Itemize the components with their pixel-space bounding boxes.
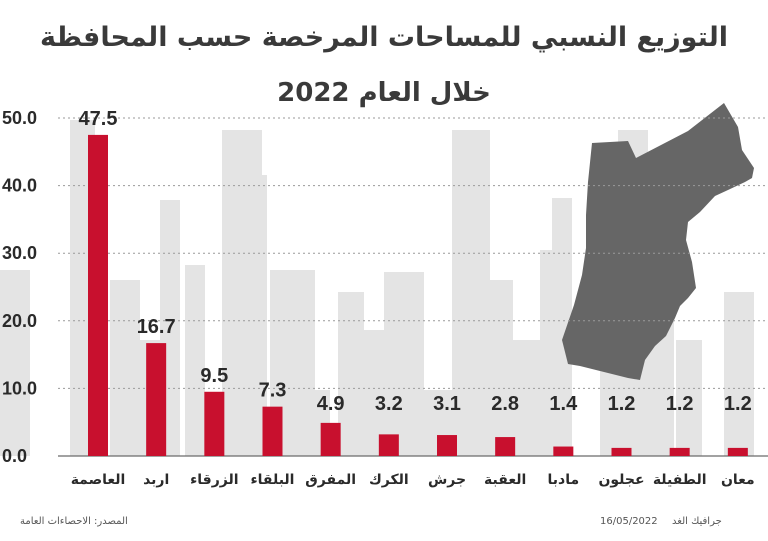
bars [88, 134, 748, 456]
value-label: 2.8 [491, 393, 519, 415]
skyline-block [488, 280, 513, 456]
value-label: 4.9 [317, 393, 345, 415]
y-tick-label: 10.0 [2, 378, 37, 398]
category-label: العاصمة [71, 472, 126, 488]
value-label: 3.1 [433, 393, 461, 415]
y-axis-ticks: 0.0 10.0 20.0 30.0 40.0 50.0 [2, 108, 37, 466]
category-label: البلقاء [251, 472, 295, 488]
chart-subtitle: خلال العام 2022 [277, 78, 491, 108]
bar [146, 343, 167, 456]
skyline-block [247, 175, 267, 456]
value-label: 1.4 [549, 393, 578, 415]
value-labels: 47.5 16.7 9.5 7.3 4.9 3.2 3.1 2.8 1.4 1.2 1.2 1.2 [79, 108, 752, 415]
category-labels: العاصمة اربد الزرقاء البلقاء المفرق الكرك جرش ا… [71, 472, 755, 488]
category-label: الكرك [369, 472, 409, 488]
bar [437, 435, 457, 456]
category-label: الطفيلة [653, 472, 707, 488]
jordan-map-icon [562, 103, 754, 380]
chart-title: التوزيع النسبي للمساحات المرخصة حسب المح… [40, 22, 728, 53]
skyline-block [452, 130, 490, 456]
category-label: اربد [143, 472, 169, 488]
value-label: 16.7 [137, 316, 176, 338]
bar [378, 434, 399, 456]
skyline-block [600, 350, 620, 456]
y-tick-label: 20.0 [2, 311, 37, 331]
date-note: 16/05/2022 [600, 516, 658, 527]
category-label: عجلون [598, 472, 644, 488]
category-label: جرش [428, 472, 466, 488]
skyline-block [384, 272, 424, 456]
category-label: الزرقاء [190, 472, 238, 488]
gridlines [58, 117, 768, 457]
value-label: 47.5 [79, 108, 118, 130]
skyline-block [338, 292, 364, 456]
skyline-block [512, 340, 542, 456]
bar [669, 447, 690, 456]
bar [204, 391, 225, 456]
bar [611, 447, 632, 456]
bar [727, 447, 748, 456]
value-label: 1.2 [724, 393, 752, 415]
value-label: 3.2 [375, 393, 403, 415]
y-tick-label: 0.0 [2, 446, 27, 466]
skyline-block [185, 265, 205, 456]
value-label: 1.2 [608, 393, 636, 415]
credit-note: جرافيك الغد [672, 516, 722, 527]
bar [553, 446, 574, 456]
y-tick-label: 40.0 [2, 176, 37, 196]
category-label: مادبا [548, 472, 580, 488]
value-label: 9.5 [200, 365, 228, 387]
category-label: العقبة [484, 472, 526, 488]
bar [262, 406, 283, 456]
skyline-block [676, 340, 702, 456]
y-tick-label: 30.0 [2, 243, 37, 263]
bar [88, 134, 108, 456]
category-label: معان [721, 472, 755, 488]
skyline-block [724, 292, 754, 456]
bar [320, 422, 341, 456]
category-label: المفرق [305, 472, 356, 488]
skyline-block [0, 270, 30, 456]
source-note: المصدر: الاحصاءات العامة [20, 516, 128, 527]
value-label: 7.3 [259, 380, 287, 402]
bar [495, 437, 516, 456]
skyline-block [552, 198, 572, 456]
value-label: 1.2 [666, 393, 694, 415]
y-tick-label: 50.0 [2, 108, 37, 128]
